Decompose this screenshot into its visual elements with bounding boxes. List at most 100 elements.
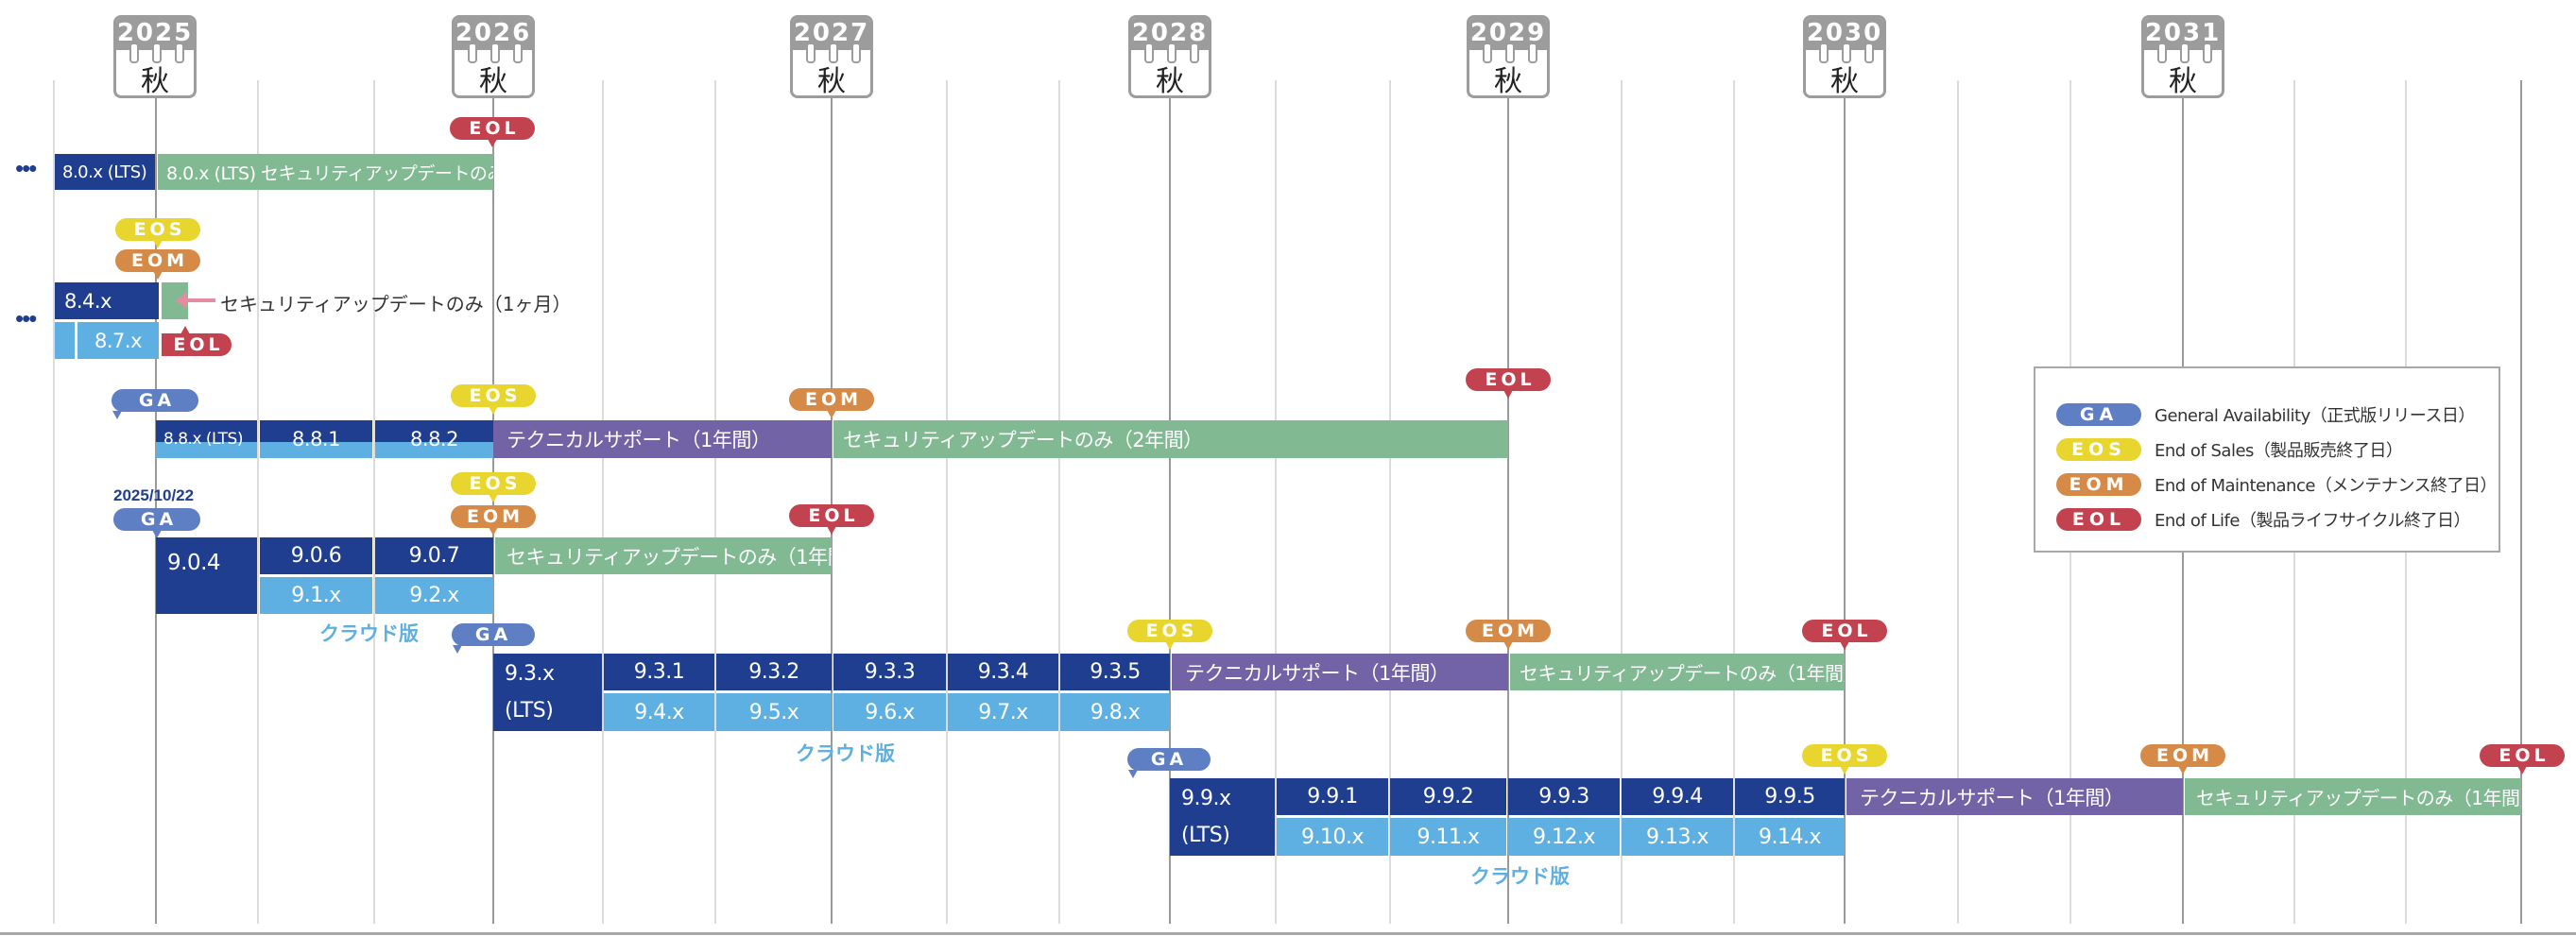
ga-date-label: 2025/10/22 — [113, 486, 195, 504]
eom-marker: EOM — [789, 388, 874, 418]
gridline — [1621, 80, 1623, 924]
bar-8-8-security: セキュリティアップデートのみ（2年間） — [833, 420, 1508, 458]
eom-marker: EOM — [1466, 620, 1551, 650]
gridline — [1275, 80, 1277, 924]
gridline — [1058, 80, 1060, 924]
legend: GA General Availability（正式版リリース日） EOS En… — [2034, 366, 2500, 553]
bar-9-0-security: セキュリティアップデートのみ（1年間） — [495, 537, 832, 574]
bar-8-4: 8.4.x — [55, 282, 159, 319]
bar-8-7-prior — [55, 322, 75, 359]
gridline — [946, 80, 948, 924]
version-label: 9.3.x — [505, 662, 555, 686]
bar-9-5-x: 9.5.x — [716, 693, 832, 731]
eom-marker: EOM — [2140, 744, 2225, 774]
bar-9-9-technical-support: テクニカルサポート（1年間） — [1846, 778, 2183, 815]
bar-9-4-x: 9.4.x — [604, 693, 714, 731]
gridline-year-2032 — [2520, 80, 2522, 924]
gridline-year-2025 — [155, 80, 157, 924]
calendar-icon-2030: 2030 秋 — [1803, 15, 1886, 98]
bar-9-3-1: 9.3.1 — [604, 654, 714, 690]
legend-item-eos: EOS End of Sales（製品販売終了日） — [2056, 436, 2403, 463]
eos-marker: EOS — [115, 218, 200, 248]
bar-9-6-x: 9.6.x — [833, 693, 946, 731]
ga-marker: GA — [1127, 748, 1211, 778]
ga-marker: GA — [452, 623, 535, 654]
cloud-edition-label: クラウド版 — [1470, 865, 1570, 888]
ga-badge: GA — [2056, 403, 2141, 426]
bar-8-7: 8.7.x — [77, 322, 159, 359]
gridline-year-2029 — [1507, 80, 1509, 924]
calendar-icon-2028: 2028 秋 — [1128, 15, 1211, 98]
bar-8-8-1: 8.8.1 — [260, 420, 372, 458]
arrow-left-icon — [176, 292, 215, 309]
bar-8-8-2: 8.8.2 — [375, 420, 493, 458]
eol-marker: EOL — [1802, 620, 1887, 650]
eos-badge: EOS — [2056, 438, 2141, 461]
lts-label: (LTS) — [1181, 824, 1230, 847]
cloud-edition-label: クラウド版 — [319, 622, 419, 645]
calendar-icon-2027: 2027 秋 — [790, 15, 873, 98]
legend-item-eom: EOM End of Maintenance（メンテナンス終了日） — [2056, 471, 2498, 498]
bar-9-3-technical-support: テクニカルサポート（1年間） — [1172, 654, 1508, 690]
gridline — [1957, 80, 1959, 924]
bar-9-1-x: 9.1.x — [260, 577, 372, 614]
bar-9-9-3: 9.9.3 — [1508, 778, 1620, 815]
calendar-icon-2025: 2025 秋 — [113, 15, 197, 98]
bar-9-9-1: 9.9.1 — [1277, 778, 1388, 815]
season-label: 秋 — [479, 65, 507, 98]
calendar-icon-2026: 2026 秋 — [452, 15, 535, 98]
bar-9-2-x: 9.2.x — [375, 577, 493, 614]
gridline — [602, 80, 604, 924]
lts-label: (LTS) — [505, 699, 554, 723]
ga-marker: GA — [113, 508, 200, 538]
bar-9-11-x: 9.11.x — [1390, 818, 1506, 856]
eos-marker: EOS — [451, 472, 536, 502]
eom-badge: EOM — [2056, 473, 2141, 496]
season-label: 秋 — [1156, 65, 1184, 98]
eol-badge: EOL — [2056, 508, 2141, 531]
bar-9-9-5: 9.9.5 — [1735, 778, 1845, 815]
eos-marker: EOS — [1802, 744, 1887, 774]
legend-text: General Availability（正式版リリース日） — [2155, 406, 2475, 426]
legend-item-eol: EOL End of Life（製品ライフサイクル終了日） — [2056, 506, 2471, 533]
calendar-icon-2031: 2031 秋 — [2141, 15, 2224, 98]
bar-9-14-x: 9.14.x — [1735, 818, 1845, 856]
eol-marker: EOL — [1466, 368, 1551, 399]
bar-9-3-lts: 9.3.x (LTS) — [493, 654, 602, 731]
bottom-border — [0, 932, 2576, 935]
eol-marker: EOL — [162, 326, 232, 356]
bar-8-0-security: 8.0.x (LTS) セキュリティアップデートのみ — [158, 154, 493, 190]
bar-8-8-technical-support: テクニカルサポート（1年間） — [493, 420, 832, 458]
version-label: 9.9.x — [1181, 787, 1231, 810]
bar-9-9-security: セキュリティアップデートのみ（1年間） — [2185, 778, 2521, 815]
gridline-year-2027 — [831, 80, 833, 924]
bar-9-0-7: 9.0.7 — [375, 537, 493, 574]
bar-9-3-2: 9.3.2 — [716, 654, 832, 690]
eom-marker: EOM — [115, 249, 200, 280]
bar-9-10-x: 9.10.x — [1277, 818, 1388, 856]
bar-9-9-lts: 9.9.x (LTS) — [1170, 778, 1275, 856]
season-label: 秋 — [817, 65, 846, 98]
gridline — [714, 80, 716, 924]
bar-9-13-x: 9.13.x — [1622, 818, 1733, 856]
gridline — [1389, 80, 1391, 924]
bar-9-7-x: 9.7.x — [948, 693, 1058, 731]
bar-8-8-lts: 8.8.x (LTS) — [156, 420, 257, 458]
gridline — [257, 80, 259, 924]
season-label: 秋 — [2169, 65, 2197, 98]
legend-text: End of Sales（製品販売終了日） — [2155, 441, 2403, 461]
gridline-year-2028 — [1169, 80, 1171, 924]
season-label: 秋 — [1830, 65, 1859, 98]
bar-9-3-4: 9.3.4 — [948, 654, 1058, 690]
eom-marker: EOM — [451, 505, 536, 536]
eos-marker: EOS — [1127, 620, 1212, 650]
gridline — [1733, 80, 1735, 924]
legend-text: End of Maintenance（メンテナンス終了日） — [2155, 476, 2498, 496]
bar-9-3-5: 9.3.5 — [1060, 654, 1170, 690]
gridline — [373, 80, 375, 924]
ellipsis-icon: ••• — [15, 304, 37, 332]
legend-item-ga: GA General Availability（正式版リリース日） — [2056, 401, 2475, 428]
cloud-edition-label: クラウド版 — [796, 742, 895, 765]
eol-marker: EOL — [789, 504, 874, 535]
ga-marker: GA — [112, 389, 198, 419]
